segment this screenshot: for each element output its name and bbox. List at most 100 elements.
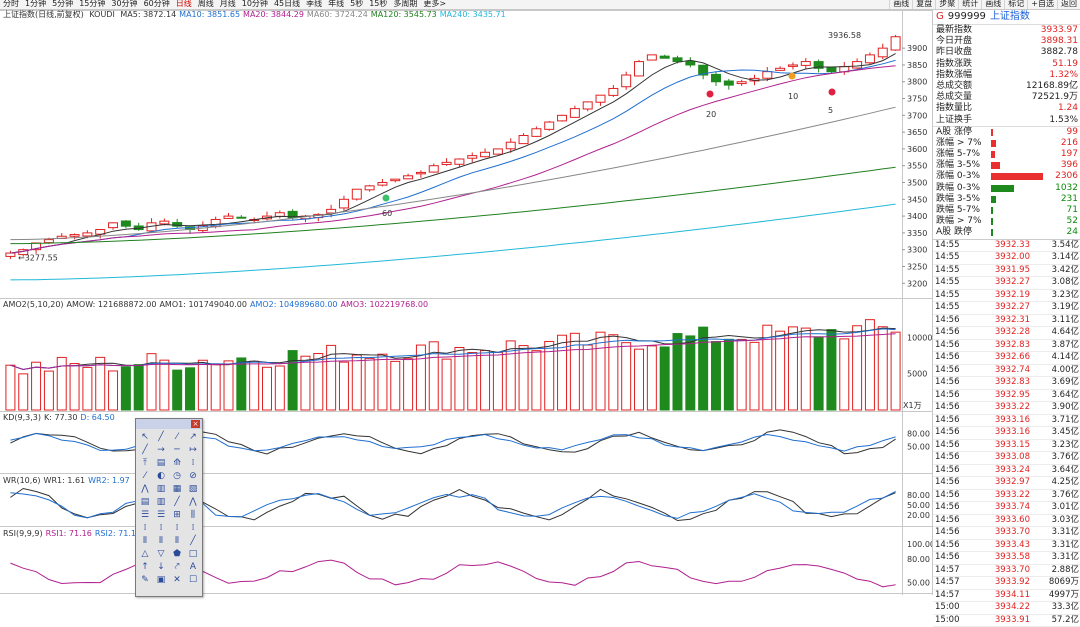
close-icon[interactable]: × (191, 420, 200, 428)
period-tab-2[interactable]: 5分钟 (52, 0, 74, 8)
tool-button-1[interactable]: 复盘 (912, 0, 935, 9)
period-tab-13[interactable]: 5秒 (350, 0, 364, 8)
draw-tool-icon[interactable]: ⦀ (175, 536, 179, 546)
draw-tool-icon[interactable]: ⊘ (189, 471, 197, 481)
tick-row-1: 14:55 3932.00 3.14亿 (933, 252, 1080, 265)
candle-body-3 (43, 239, 54, 244)
tool-button-2[interactable]: 步聚 (935, 0, 958, 9)
tool-button-3[interactable]: 统计 (958, 0, 981, 9)
draw-tool-icon[interactable]: ↗ (189, 432, 197, 442)
volume-bar-1 (18, 373, 29, 411)
draw-tool-icon[interactable]: ▽ (157, 549, 165, 559)
period-tab-5[interactable]: 60分钟 (143, 0, 170, 8)
draw-tool-icon[interactable]: ⁞ (191, 458, 195, 468)
period-tab-8[interactable]: 月线 (219, 0, 236, 8)
draw-tool-icon[interactable]: ⁞ (191, 523, 195, 533)
volume-bar-0 (5, 364, 16, 411)
draw-tool-icon[interactable]: ▥ (156, 484, 166, 494)
quote-value: 1.24 (1057, 103, 1078, 114)
draw-tool-icon[interactable]: ⦀ (143, 536, 147, 546)
period-tab-16[interactable]: 更多> (423, 0, 447, 8)
draw-tool-icon[interactable]: ⤤ (174, 562, 180, 572)
draw-tool-icon[interactable]: ⤒ (143, 458, 147, 468)
tool-button-7[interactable]: 返回 (1057, 0, 1080, 9)
draw-tool-icon[interactable]: ☰ (140, 510, 150, 520)
draw-tool-icon[interactable]: ╱ (190, 536, 196, 546)
candle-body-68 (877, 47, 888, 58)
draw-tool-icon[interactable]: ⁞ (175, 523, 179, 533)
tick-row-28: 14:57 3934.11 4997万 (933, 590, 1080, 603)
draw-tool-icon[interactable]: ☰ (156, 510, 166, 520)
volume-bar-59 (762, 324, 773, 411)
period-tab-9[interactable]: 10分钟 (241, 0, 268, 8)
draw-tool-icon[interactable]: ↑ (141, 562, 149, 572)
draw-tool-icon[interactable]: ⦀ (159, 536, 163, 546)
draw-tool-icon[interactable]: ⬟ (173, 549, 181, 559)
draw-tool-icon[interactable]: ⁞ (159, 523, 163, 533)
drawing-toolbox[interactable]: × ↖ ╱ ⁄ ↗ ╱ → ─ ↦ ⤒ ▤ ⟰ ⁞ ⁄ ◐ ◷ ⊘ ⋀ ▥ ▦ ▧ ▤ ▥ ╱ ⋀ ☰ ☰ ⊞ ⫼ ⁞ ⁞ ⁞ ⁞ ⦀ ⦀ ⦀ ╱ △ ▽… (135, 418, 203, 597)
draw-tool-icon[interactable]: ⁄ (144, 471, 146, 481)
draw-tool-icon[interactable]: ⁄ (176, 432, 178, 442)
tick-time: 14:56 (935, 339, 960, 350)
period-tab-1[interactable]: 1分钟 (25, 0, 47, 8)
period-tab-10[interactable]: 45日线 (273, 0, 301, 8)
draw-tool-icon[interactable]: ✕ (173, 575, 181, 585)
tick-volume: 3.64亿 (1051, 389, 1079, 400)
tick-price: 3932.27 (994, 302, 1030, 313)
legend-item-3: AMO2: 104989680.00 (249, 300, 338, 309)
tool-button-6[interactable]: +自选 (1027, 0, 1057, 9)
draw-tool-icon[interactable]: ▧ (188, 484, 198, 494)
quote-label: 指数涨跌 (936, 58, 973, 69)
draw-tool-icon[interactable]: ⋀ (189, 497, 197, 507)
draw-tool-icon[interactable]: ⟰ (173, 458, 181, 468)
draw-tool-icon[interactable]: A (189, 562, 197, 572)
wr-tick-label-0: 80.00 (907, 491, 930, 500)
period-tab-15[interactable]: 多周期 (393, 0, 418, 8)
period-tab-11[interactable]: 季线 (306, 0, 323, 8)
draw-tool-icon[interactable]: ◐ (157, 471, 165, 481)
draw-tool-icon[interactable]: △ (141, 549, 149, 559)
period-tab-14[interactable]: 15秒 (369, 0, 388, 8)
legend-item-1: AMOW: 121688872.00 (66, 300, 157, 309)
legend-item-3: MA60: 3724.24 (306, 10, 368, 19)
volume-bar-55 (710, 341, 721, 411)
draw-tool-icon[interactable]: ⁞ (143, 523, 147, 533)
draw-tool-icon[interactable]: ↖ (141, 432, 149, 442)
draw-tool-icon[interactable]: ✎ (141, 575, 149, 585)
period-tab-4[interactable]: 30分钟 (111, 0, 138, 8)
tick-row-21: 14:56 3933.74 3.01亿 (933, 502, 1080, 515)
draw-tool-icon[interactable]: ╱ (142, 445, 148, 455)
draw-tool-icon[interactable]: □ (188, 549, 198, 559)
draw-tool-icon[interactable]: ↓ (157, 562, 165, 572)
draw-tool-icon[interactable]: ⋀ (141, 484, 149, 494)
tick-list[interactable]: 14:55 3932.33 3.54亿 14:55 3932.00 3.14亿 14:55 3… (933, 238, 1080, 627)
period-tab-3[interactable]: 15分钟 (79, 0, 106, 8)
draw-tool-icon[interactable]: ⊞ (173, 510, 181, 520)
tool-button-5[interactable]: 标记 (1004, 0, 1027, 9)
draw-tool-icon[interactable]: ▦ (172, 484, 182, 494)
draw-tool-icon[interactable]: ▤ (140, 497, 150, 507)
tool-button-4[interactable]: 画线 (981, 0, 1004, 9)
draw-tool-icon[interactable]: ⫼ (190, 510, 196, 520)
period-tab-6[interactable]: 日线 (175, 0, 192, 8)
period-tab-7[interactable]: 周线 (197, 0, 214, 8)
draw-tool-icon[interactable]: ▣ (156, 575, 166, 585)
draw-tool-icon[interactable]: ▤ (156, 458, 166, 468)
draw-tool-icon[interactable]: ↦ (189, 445, 197, 455)
period-tab-12[interactable]: 年线 (328, 0, 345, 8)
draw-tool-icon[interactable]: ☐ (188, 575, 198, 585)
tool-button-0[interactable]: 画线 (889, 0, 912, 9)
period-tab-0[interactable]: 分时 (3, 0, 19, 8)
ma240-line (10, 203, 896, 281)
dist-bar (991, 218, 993, 226)
draw-tool-icon[interactable]: ╱ (158, 432, 164, 442)
quote-row-5: 总成交额 12168.89亿 (933, 81, 1080, 92)
price-tick-label-1: 3850 (907, 61, 927, 70)
draw-tool-icon[interactable]: → (157, 445, 165, 455)
draw-tool-icon[interactable]: ─ (174, 445, 180, 455)
toolbox-header[interactable]: × (136, 419, 202, 429)
draw-tool-icon[interactable]: ◷ (173, 471, 181, 481)
draw-tool-icon[interactable]: ╱ (174, 497, 180, 507)
draw-tool-icon[interactable]: ▥ (156, 497, 166, 507)
legend-item-1: WR1: 1.61 (43, 476, 86, 485)
